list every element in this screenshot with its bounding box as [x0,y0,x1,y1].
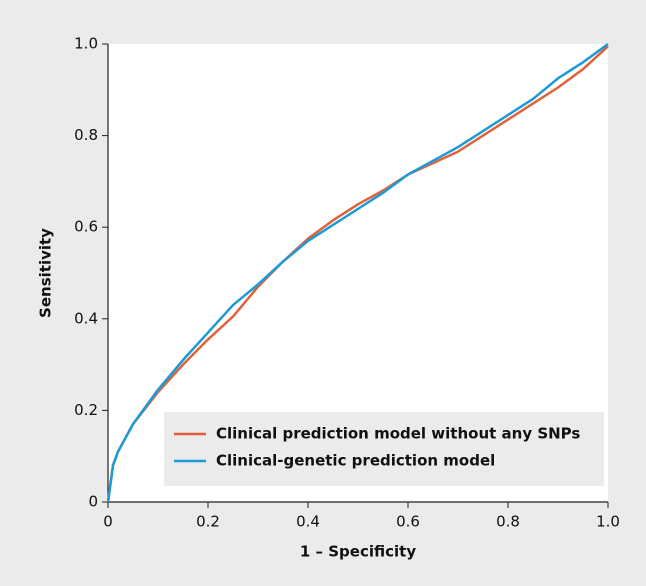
y-axis-label: Sensitivity [37,228,55,318]
x-tick-label: 0 [103,513,113,531]
x-tick-label: 0.8 [496,513,520,531]
y-tick-label: 0.4 [74,309,98,327]
y-tick-label: 0.2 [74,401,98,419]
legend-label: Clinical-genetic prediction model [216,452,495,470]
legend-label: Clinical prediction model without any SN… [216,425,580,443]
x-tick-label: 0.6 [396,513,420,531]
roc-line [106,42,609,503]
x-tick-label: 0.4 [296,513,320,531]
y-tick-label: 0 [88,493,98,511]
x-axis-label: 1 – Specificity [300,543,416,561]
y-tick-label: 1.0 [74,35,98,53]
legend-box [164,412,604,486]
y-tick-label: 0.6 [74,218,98,236]
x-tick-label: 0.2 [196,513,220,531]
x-tick-label: 1.0 [596,513,620,531]
y-tick-label: 0.8 [74,126,98,144]
